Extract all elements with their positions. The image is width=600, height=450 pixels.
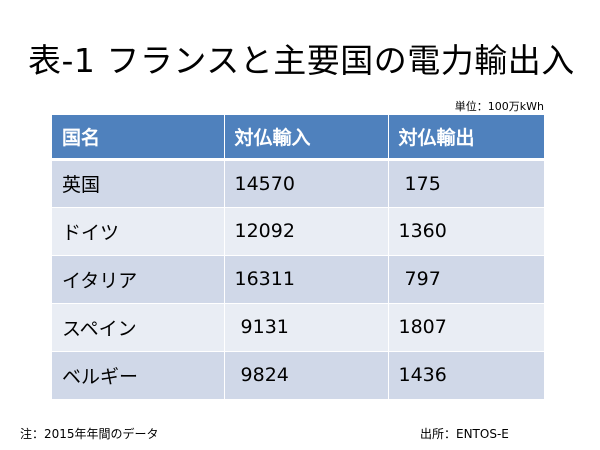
cell-import: 9131 xyxy=(224,303,389,352)
footnote: 注：2015年年間のデータ xyxy=(20,427,159,441)
cell-export: 1360 xyxy=(388,207,544,256)
cell-import: 9824 xyxy=(224,351,389,400)
cell-country: スペイン xyxy=(52,303,225,352)
header-export: 対仏輸出 xyxy=(388,115,544,161)
cell-country: ドイツ xyxy=(52,207,225,256)
source-note: 出所：ENTOS-E xyxy=(420,427,509,441)
cell-export: 1807 xyxy=(388,303,544,352)
electricity-trade-table: 国名 対仏輸入 対仏輸出 英国 14570 175 ドイツ 12092 1360… xyxy=(52,115,544,400)
header-country: 国名 xyxy=(52,115,225,161)
cell-import: 14570 xyxy=(224,159,389,208)
cell-import: 12092 xyxy=(224,207,389,256)
table-row: 英国 14570 175 xyxy=(52,159,544,208)
cell-export: 1436 xyxy=(388,351,544,400)
table-row: スペイン 9131 1807 xyxy=(52,303,544,352)
cell-export: 797 xyxy=(388,255,544,304)
cell-country: 英国 xyxy=(52,159,225,208)
table-row: ドイツ 12092 1360 xyxy=(52,207,544,256)
cell-country: イタリア xyxy=(52,255,225,304)
table-row: イタリア 16311 797 xyxy=(52,255,544,304)
table-row: ベルギー 9824 1436 xyxy=(52,351,544,400)
cell-country: ベルギー xyxy=(52,351,225,400)
unit-label: 単位：100万kWh xyxy=(454,100,544,113)
table-header-row: 国名 対仏輸入 対仏輸出 xyxy=(52,115,544,161)
cell-export: 175 xyxy=(388,159,544,208)
cell-import: 16311 xyxy=(224,255,389,304)
header-import: 対仏輸入 xyxy=(224,115,389,161)
slide-title: 表-1 フランスと主要国の電力輸出入 xyxy=(28,41,575,80)
